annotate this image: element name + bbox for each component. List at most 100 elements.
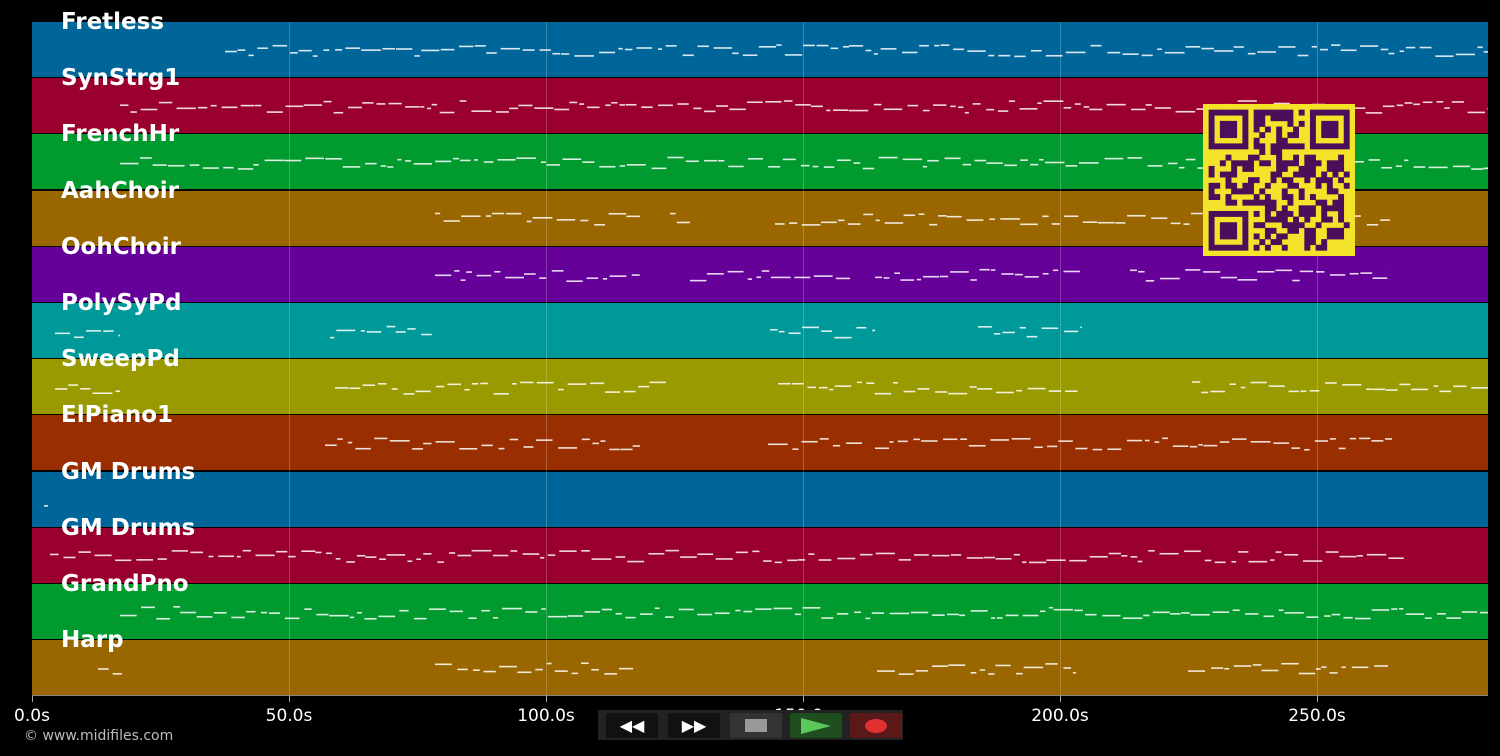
- track-lane[interactable]: [32, 471, 1488, 527]
- note-mark: [189, 164, 200, 166]
- note-mark: [1212, 611, 1230, 613]
- note-mark: [1316, 271, 1325, 273]
- note-mark: [109, 330, 114, 332]
- note-mark: [560, 53, 570, 55]
- qr-module: [1326, 227, 1333, 234]
- note-mark: [557, 388, 564, 391]
- note-mark: [1001, 273, 1014, 275]
- note-mark: [1275, 269, 1293, 272]
- note-mark: [862, 167, 875, 170]
- qr-module: [1276, 210, 1283, 217]
- qr-module: [1343, 143, 1350, 150]
- note-mark: [877, 670, 895, 672]
- note-mark: [272, 44, 288, 47]
- qr-module: [1264, 244, 1271, 251]
- track-lane[interactable]: [32, 415, 1488, 471]
- note-mark: [1152, 611, 1170, 614]
- note-mark: [1436, 101, 1444, 103]
- qr-module: [1225, 227, 1232, 234]
- note-mark: [795, 104, 811, 106]
- note-mark: [1238, 551, 1249, 553]
- note-mark: [1231, 438, 1247, 440]
- note-mark: [140, 108, 158, 111]
- note-mark: [290, 52, 298, 54]
- note-mark: [158, 101, 173, 104]
- note-mark: [732, 52, 739, 55]
- note-mark: [421, 333, 432, 336]
- note-mark: [428, 608, 446, 610]
- qr-module: [1281, 160, 1288, 167]
- fast-forward-button[interactable]: ▶▶: [668, 713, 720, 738]
- note-mark: [1175, 110, 1196, 113]
- qr-module: [1208, 216, 1215, 223]
- note-mark: [727, 270, 744, 273]
- qr-module: [1326, 182, 1333, 189]
- track-lane[interactable]: [32, 22, 1488, 77]
- qr-module: [1242, 120, 1249, 127]
- note-mark: [414, 55, 420, 57]
- note-mark: [842, 45, 850, 48]
- qr-module: [1338, 205, 1345, 212]
- qr-module: [1321, 199, 1328, 206]
- note-mark: [1439, 390, 1452, 393]
- note-mark: [977, 388, 993, 390]
- note-mark: [1399, 608, 1404, 610]
- note-mark: [800, 164, 810, 167]
- track-lane[interactable]: [32, 527, 1488, 583]
- note-mark: [136, 559, 154, 561]
- note-mark: [562, 158, 582, 161]
- qr-module: [1242, 227, 1249, 234]
- qr-module: [1270, 205, 1277, 212]
- note-mark: [834, 336, 852, 339]
- record-button[interactable]: [850, 713, 902, 738]
- note-mark: [1052, 269, 1059, 272]
- qr-module: [1315, 199, 1322, 206]
- note-mark: [196, 616, 213, 618]
- note-mark: [474, 159, 479, 161]
- track-lane[interactable]: [32, 303, 1488, 358]
- qr-module: [1219, 132, 1226, 139]
- note-mark: [566, 280, 583, 283]
- track-lane[interactable]: [32, 359, 1488, 415]
- qr-module: [1259, 160, 1266, 167]
- note-mark: [1444, 107, 1450, 109]
- note-mark: [783, 100, 793, 102]
- qr-module: [1338, 227, 1345, 234]
- note-mark: [1240, 386, 1246, 389]
- qr-module: [1309, 132, 1316, 139]
- note-mark: [682, 54, 694, 57]
- qr-module: [1242, 222, 1249, 229]
- note-mark: [1130, 269, 1137, 272]
- note-mark: [546, 164, 560, 166]
- note-mark: [704, 159, 718, 162]
- qr-module: [1321, 132, 1328, 139]
- rewind-button[interactable]: ◀◀: [606, 713, 658, 738]
- note-mark: [1371, 609, 1390, 611]
- qr-module: [1309, 109, 1316, 116]
- note-mark: [651, 167, 667, 170]
- note-mark: [953, 48, 965, 51]
- note-mark: [1372, 277, 1388, 279]
- qr-module: [1242, 132, 1249, 139]
- qr-module: [1270, 143, 1277, 150]
- note-mark: [631, 274, 640, 276]
- play-button[interactable]: [790, 713, 842, 738]
- note-mark: [1339, 555, 1357, 558]
- note-mark: [1011, 438, 1031, 440]
- note-mark: [221, 106, 238, 109]
- note-mark: [871, 612, 884, 614]
- track-lane[interactable]: [32, 584, 1488, 639]
- note-mark: [1082, 221, 1098, 223]
- note-mark: [775, 223, 785, 225]
- note-mark: [922, 165, 928, 168]
- stop-button[interactable]: [730, 713, 782, 738]
- track-lane[interactable]: [32, 640, 1488, 696]
- note-mark: [120, 162, 139, 165]
- note-mark: [92, 392, 113, 395]
- note-mark: [664, 616, 674, 618]
- note-mark: [627, 560, 645, 563]
- note-mark: [619, 165, 626, 167]
- note-mark: [1130, 108, 1146, 111]
- note-mark: [1048, 390, 1062, 392]
- note-mark: [1340, 49, 1357, 52]
